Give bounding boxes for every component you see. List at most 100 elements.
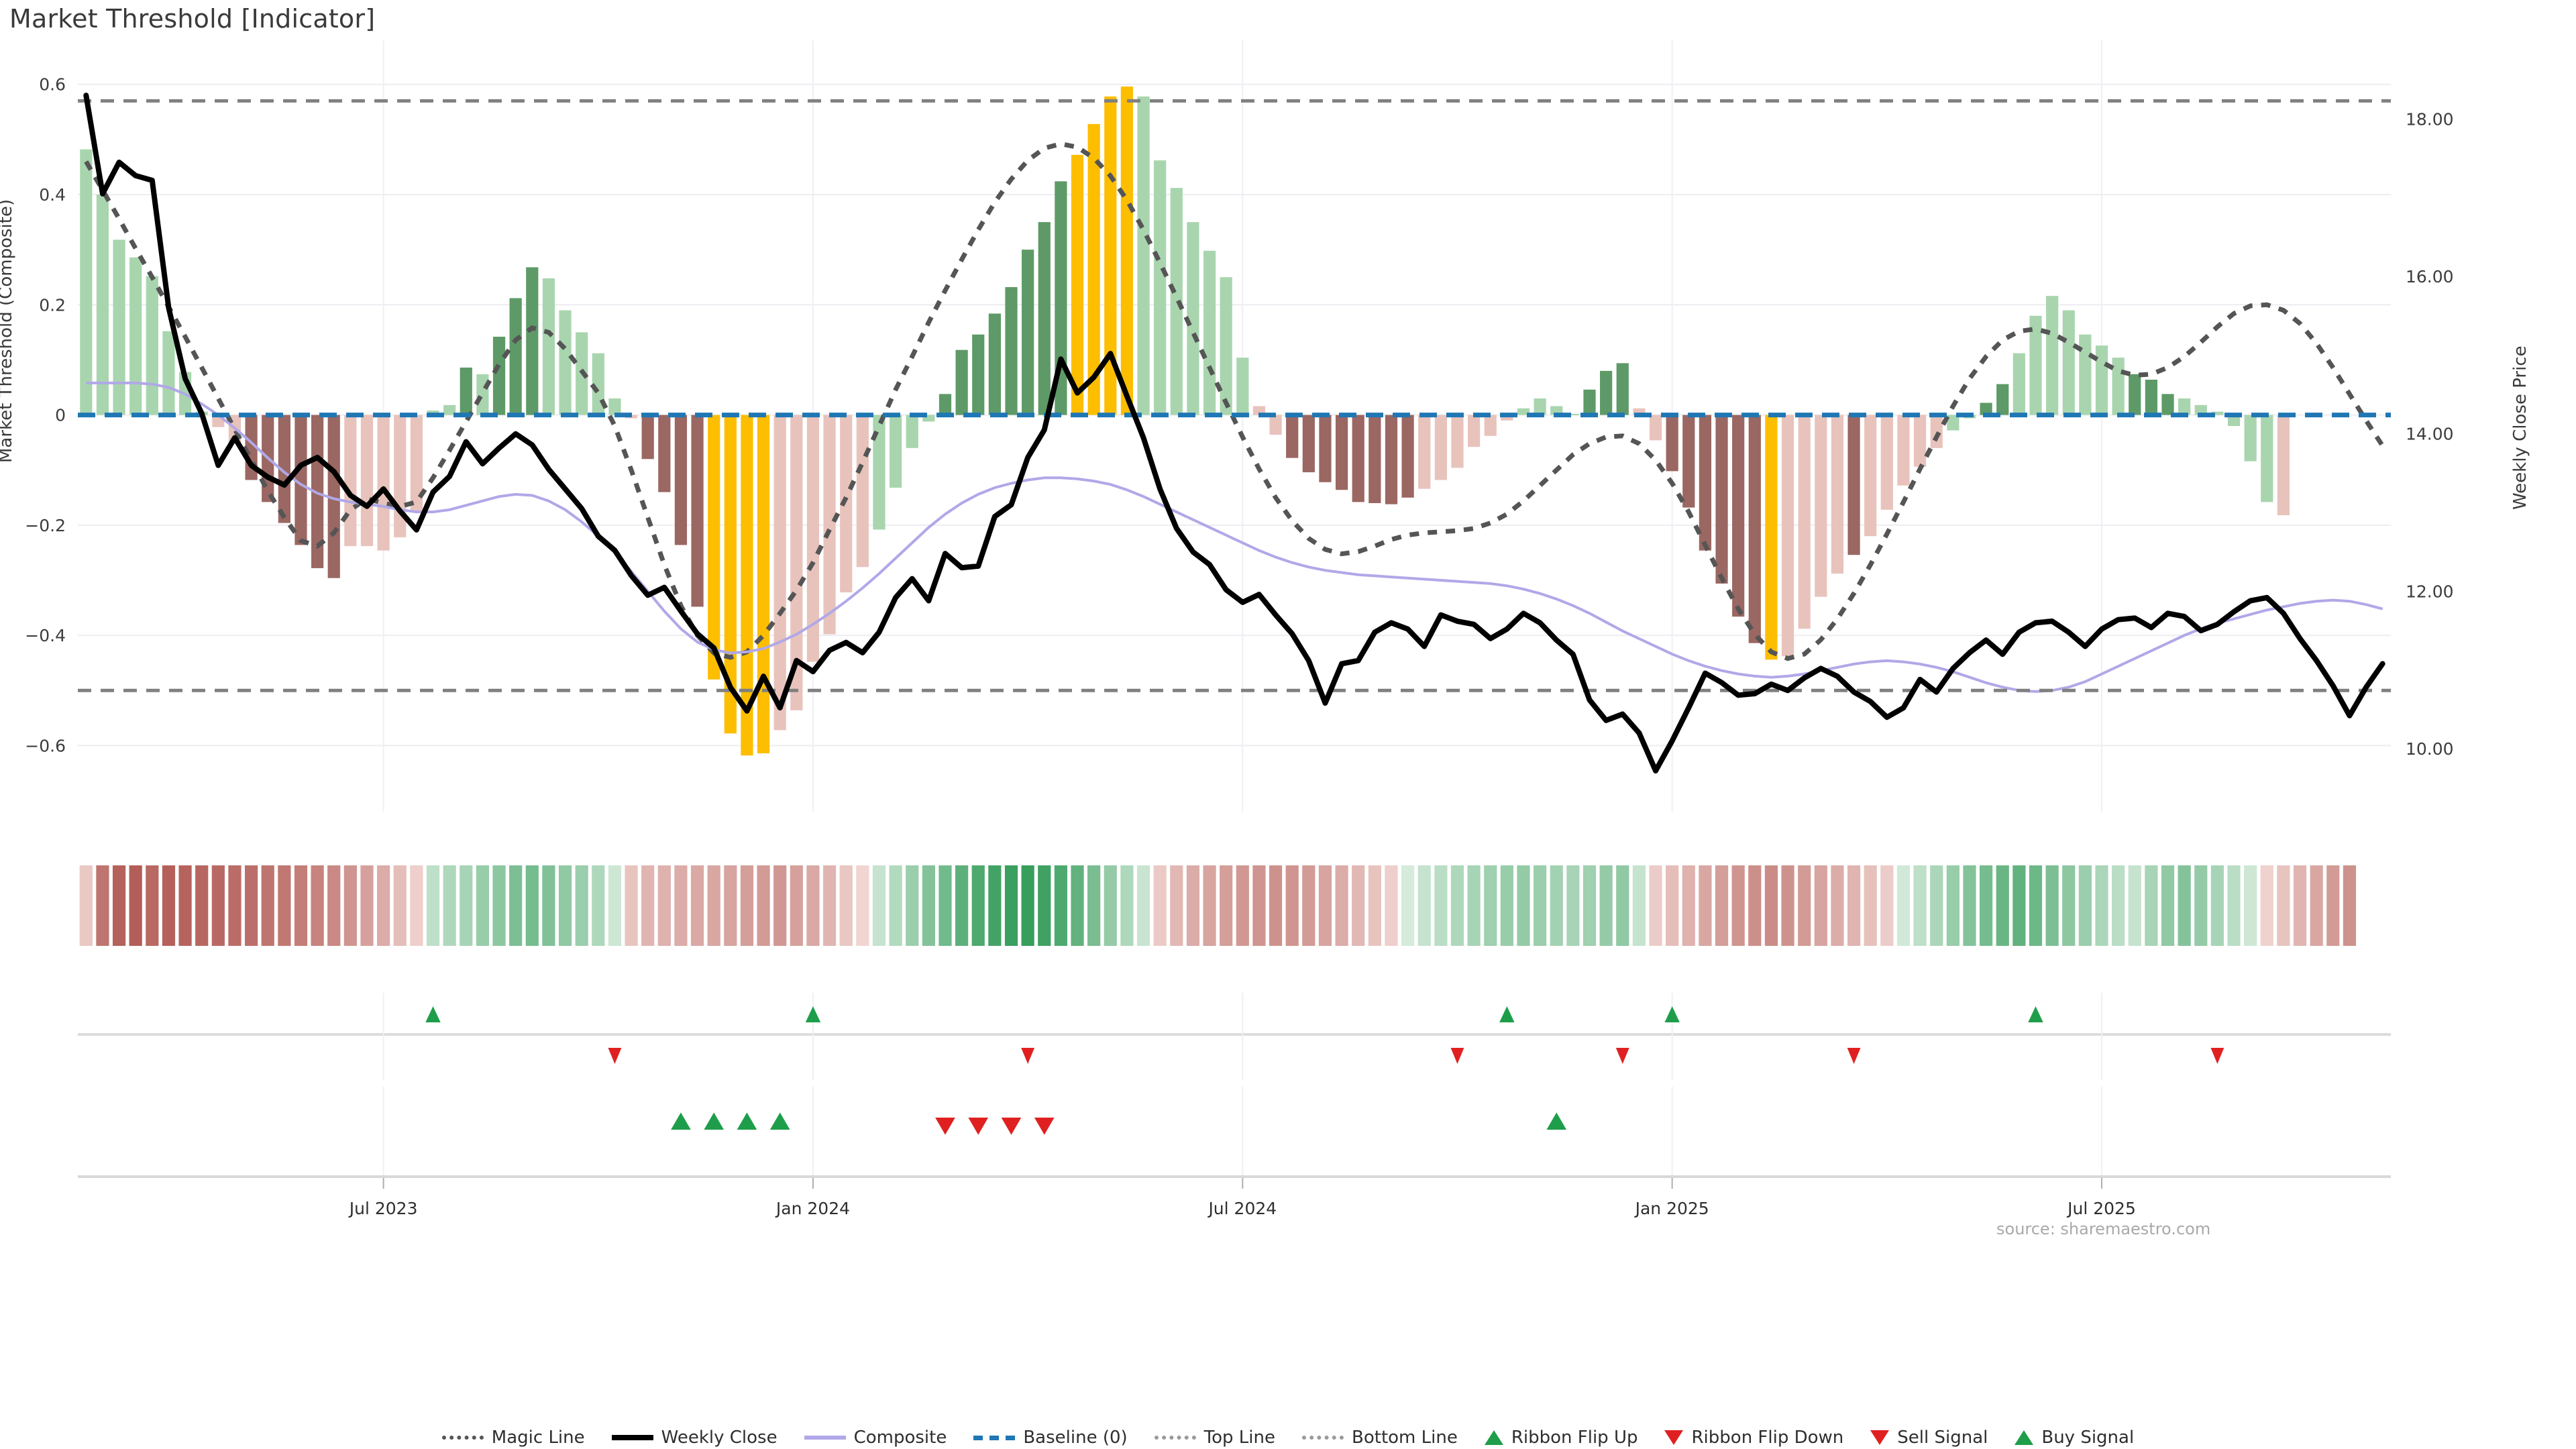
y-axis-right-tick: 18.00 bbox=[2406, 109, 2454, 129]
ribbon-cell bbox=[1186, 865, 1200, 946]
ribbon-flip-down-marker bbox=[2210, 1048, 2224, 1064]
legend-item-label: Baseline (0) bbox=[1023, 1428, 1128, 1448]
composite-bar bbox=[1534, 398, 1546, 415]
legend-item-magic-line[interactable]: Magic Line bbox=[441, 1428, 585, 1448]
composite-bar bbox=[890, 415, 902, 488]
buy-signal-marker bbox=[704, 1112, 724, 1130]
buy-signal-marker bbox=[1546, 1112, 1567, 1130]
ribbon-cell bbox=[1038, 865, 1051, 946]
composite-bar bbox=[129, 257, 142, 415]
composite-bar bbox=[1220, 277, 1232, 415]
composite-bar bbox=[1798, 415, 1811, 629]
ribbon-cell bbox=[856, 865, 869, 946]
ribbon-cell bbox=[1087, 865, 1101, 946]
composite-bar bbox=[1451, 415, 1464, 468]
x-axis-tick-label: Jan 2024 bbox=[775, 1199, 850, 1218]
legend-item-bottom-line[interactable]: Bottom Line bbox=[1302, 1428, 1458, 1448]
ribbon-cell bbox=[1318, 865, 1332, 946]
composite-bar bbox=[1087, 123, 1100, 415]
ribbon-cell bbox=[2112, 865, 2125, 946]
composite-bar bbox=[2227, 415, 2241, 426]
composite-bar bbox=[922, 415, 935, 422]
composite-bar bbox=[1781, 415, 1794, 657]
ribbon-cell bbox=[1731, 865, 1745, 946]
ribbon-cell bbox=[1401, 865, 1415, 946]
composite-bar bbox=[460, 367, 472, 415]
legend-item-baseline-0[interactable]: Baseline (0) bbox=[973, 1428, 1128, 1448]
composite-bar bbox=[972, 334, 985, 415]
ribbon-flip-up-marker bbox=[805, 1006, 821, 1022]
composite-bar bbox=[1996, 384, 2009, 415]
ribbon-cell bbox=[1599, 865, 1613, 946]
ribbon-cell bbox=[2145, 865, 2158, 946]
legend-item-top-line[interactable]: Top Line bbox=[1154, 1428, 1275, 1448]
ribbon-cell bbox=[575, 865, 588, 946]
ribbon-cell bbox=[558, 865, 572, 946]
composite-bar bbox=[806, 415, 820, 662]
y-axis-right-tick: 12.00 bbox=[2406, 582, 2454, 601]
y-axis-left-tick: −0.2 bbox=[25, 516, 66, 535]
composite-bar bbox=[1468, 415, 1481, 447]
ribbon-cell bbox=[1880, 865, 1894, 946]
ribbon-cell bbox=[1913, 865, 1927, 946]
composite-bar bbox=[1732, 415, 1745, 617]
composite-bar bbox=[1517, 408, 1530, 415]
y-axis-left-tick: 0 bbox=[55, 406, 66, 425]
ribbon-cell bbox=[839, 865, 853, 946]
legend-item-composite[interactable]: Composite bbox=[804, 1428, 947, 1448]
ribbon-cell bbox=[1946, 865, 1960, 946]
ribbon-cell bbox=[146, 865, 159, 946]
composite-bar bbox=[840, 415, 853, 593]
composite-bar bbox=[542, 278, 555, 415]
y-axis-left-tick: −0.4 bbox=[25, 626, 66, 645]
composite-bar bbox=[1980, 402, 1992, 415]
composite-bar bbox=[1600, 370, 1613, 415]
ribbon-cell bbox=[1368, 865, 1381, 946]
main-chart-panel: 0.6 0.4 0.2 0 −0.2 −0.4 −0.6 18.00 16.00 14.00 12.… bbox=[25, 40, 2454, 812]
composite-bar bbox=[1947, 415, 1960, 431]
composite-bar bbox=[1880, 415, 1893, 510]
composite-bar bbox=[1930, 415, 1943, 448]
ribbon-cell bbox=[1682, 865, 1695, 946]
composite-bar bbox=[1682, 415, 1695, 508]
ribbon-flip-down-marker bbox=[1615, 1048, 1629, 1064]
ribbon-cell bbox=[1896, 865, 1911, 946]
ribbon-cell bbox=[542, 865, 555, 946]
composite-bar bbox=[1368, 415, 1381, 503]
ribbon-cell bbox=[509, 865, 523, 946]
composite-bar bbox=[1765, 415, 1778, 660]
ribbon-cell bbox=[443, 865, 456, 946]
composite-bar bbox=[377, 415, 390, 551]
composite-bar bbox=[162, 331, 175, 415]
composite-bar bbox=[1484, 415, 1497, 436]
y-axis-right-tick: 16.00 bbox=[2406, 267, 2454, 286]
ribbon-cell bbox=[79, 865, 93, 946]
buy-signal-marker bbox=[671, 1112, 691, 1130]
ribbon-cell bbox=[938, 865, 952, 946]
legend-item-buy-signal[interactable]: Buy Signal bbox=[2015, 1428, 2134, 1448]
composite-bar bbox=[2029, 315, 2042, 415]
legend-item-ribbon-flip-up[interactable]: Ribbon Flip Up bbox=[1484, 1428, 1638, 1448]
composite-bar bbox=[1055, 181, 1067, 415]
ribbon-cell bbox=[2343, 865, 2357, 946]
composite-bar bbox=[1005, 287, 1018, 415]
line-swatch-icon bbox=[1302, 1436, 1344, 1440]
ribbon-cell bbox=[228, 865, 241, 946]
ribbon-cell bbox=[1632, 865, 1646, 946]
ribbon-cell bbox=[2012, 865, 2026, 946]
composite-bar bbox=[443, 405, 456, 415]
composite-bar bbox=[327, 415, 340, 578]
legend-item-sell-signal[interactable]: Sell Signal bbox=[1870, 1428, 1988, 1448]
sell-signal-marker bbox=[935, 1118, 955, 1135]
ribbon-flip-down-marker bbox=[1847, 1048, 1861, 1064]
legend-item-ribbon-flip-down[interactable]: Ribbon Flip Down bbox=[1664, 1428, 1843, 1448]
composite-bar bbox=[1236, 358, 1249, 415]
ribbon-cell bbox=[1666, 865, 1679, 946]
composite-bar bbox=[509, 298, 522, 415]
legend-item-label: Sell Signal bbox=[1897, 1428, 1988, 1448]
composite-bar bbox=[1434, 415, 1447, 480]
composite-bar bbox=[873, 415, 885, 530]
ribbon-cell bbox=[426, 865, 440, 946]
source-attribution: source: sharemaestro.com bbox=[1996, 1220, 2211, 1238]
legend-item-weekly-close[interactable]: Weekly Close bbox=[611, 1428, 777, 1448]
